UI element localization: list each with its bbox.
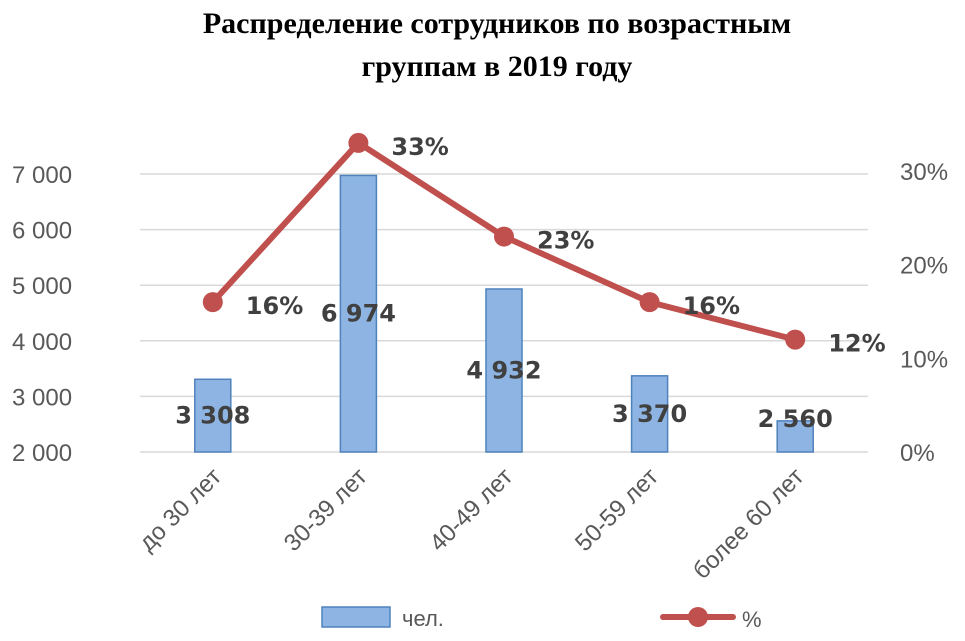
chart-title-line-2: группам в 2019 году	[362, 50, 633, 83]
line-point-1	[348, 132, 369, 153]
x-tick-label-3: 50-59 лет	[570, 463, 664, 557]
line-series	[202, 132, 806, 350]
bar-data-label-1: 6 974	[321, 300, 396, 328]
bar-series	[194, 174, 814, 453]
legend-bar-swatch	[321, 606, 391, 628]
bar-3	[630, 375, 669, 453]
right-tick-label-2: 20%	[900, 253, 948, 280]
bar-4	[776, 420, 814, 453]
right-tick-label-3: 30%	[900, 159, 948, 186]
legend-line-marker	[688, 607, 708, 627]
left-tick-label-0: 2 000	[12, 440, 72, 467]
left-tick-label-4: 6 000	[12, 218, 72, 245]
right-tick-label-0: 0%	[900, 440, 935, 467]
bar-0	[194, 378, 232, 453]
left-tick-label-3: 5 000	[12, 273, 72, 300]
line-data-label-4: 12%	[828, 330, 885, 358]
line-data-label-1: 33%	[391, 133, 448, 161]
legend-bar-label: чел.	[402, 606, 444, 631]
right-tick-label-1: 10%	[900, 346, 948, 373]
bar-data-label-2: 4 932	[466, 356, 541, 384]
line-point-3	[639, 292, 660, 313]
left-tick-label-1: 3 000	[12, 384, 72, 411]
left-tick-label-2: 4 000	[12, 329, 72, 356]
left-tick-label-5: 7 000	[12, 162, 72, 189]
data-labels: 3 308 6 974 4 932 3 370 2 560 16% 33% 23% 16% 12%	[175, 133, 885, 433]
line-data-label-0: 16%	[246, 292, 303, 320]
bar-1	[339, 174, 378, 453]
x-axis-ticks: до 30 лет 30-39 лет 40-49 лет 50-59 лет боле…	[134, 463, 810, 585]
line-data-label-2: 23%	[537, 227, 594, 255]
line-point-0	[202, 292, 223, 313]
x-tick-label-0: до 30 лет	[134, 463, 227, 556]
left-axis-ticks: 2 000 3 000 4 000 5 000 6 000 7 000	[12, 162, 72, 467]
line-data-label-3: 16%	[683, 292, 740, 320]
legend: чел.%	[321, 606, 762, 632]
legend-line-label: %	[742, 607, 762, 632]
x-tick-label-1: 30-39 лет	[279, 463, 373, 557]
line-point-4	[785, 329, 806, 350]
bar-data-label-4: 2 560	[758, 405, 833, 433]
bar-2	[485, 288, 523, 453]
bar-data-label-0: 3 308	[175, 402, 250, 430]
x-tick-label-4: более 60 лет	[688, 463, 810, 585]
chart-title: Распределение сотрудников по возрастным …	[203, 7, 791, 83]
bar-data-label-3: 3 370	[612, 400, 687, 428]
chart-title-line-1: Распределение сотрудников по возрастным	[203, 7, 791, 40]
line-point-2	[494, 226, 514, 247]
x-tick-label-2: 40-49 лет	[424, 463, 518, 557]
right-axis-ticks: 0% 10% 20% 30%	[900, 159, 948, 467]
